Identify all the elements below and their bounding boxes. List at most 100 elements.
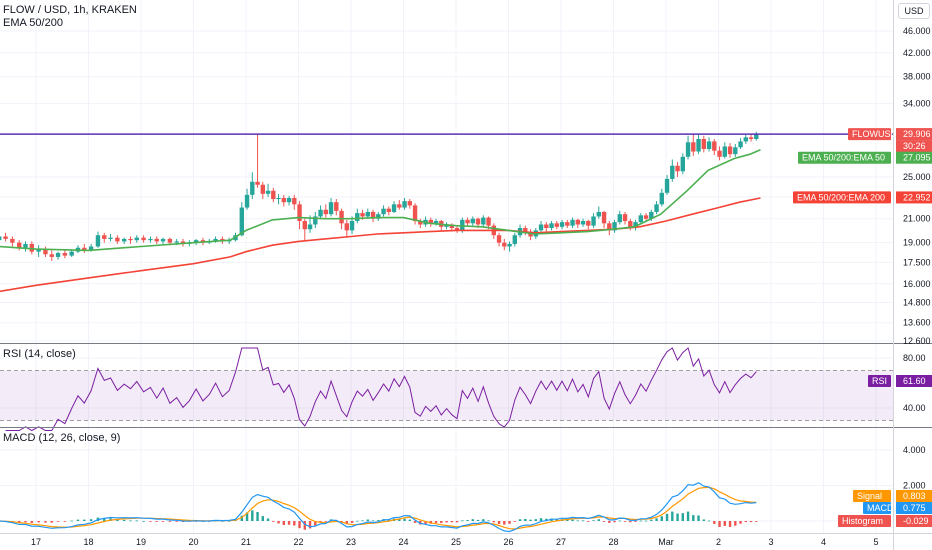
candle-body [265, 190, 271, 194]
rsi-tag: RSI 61.60 [868, 375, 932, 387]
price-axis[interactable]: 46.00042.00038.00034.00025.00023.00021.0… [903, 26, 931, 346]
candle-body [733, 147, 738, 155]
histogram-tag-label-bg [838, 515, 891, 527]
candle-body [418, 221, 423, 225]
macd-tick-label: 2.000 [903, 481, 926, 491]
histogram-bar [482, 519, 485, 521]
histogram-bar [135, 520, 138, 522]
time-tick-label: 4 [821, 537, 826, 547]
histogram-bar [455, 521, 459, 523]
time-tick-label: 20 [188, 537, 198, 547]
ema50-tag-value: 27.095 [903, 153, 931, 163]
candle-body [128, 238, 133, 241]
macd-axis: 4.000 2.000 [903, 445, 926, 491]
candle-body [596, 211, 601, 217]
signal-tag-value: 0.803 [903, 491, 926, 501]
symbol-title[interactable]: FLOW / USD, 1h, KRAKEN [3, 4, 137, 16]
histogram-bar [50, 521, 53, 523]
flowusd-tag-countdown: 30:26 [903, 141, 926, 151]
histogram-bar [123, 519, 126, 521]
candle-body [670, 165, 675, 179]
histogram-bar [424, 521, 427, 524]
candle-body [23, 243, 28, 248]
candle-body [29, 243, 34, 252]
histogram-bar [398, 519, 401, 521]
candle-body [328, 202, 334, 215]
histogram-bar [697, 515, 700, 521]
price-tick-label: 19.000 [903, 238, 931, 248]
histogram-bar [639, 520, 642, 522]
currency-button[interactable]: USD [898, 3, 930, 19]
histogram-bar [524, 518, 527, 521]
candle-body [349, 221, 355, 231]
candle-body [386, 208, 391, 212]
histogram-bar [129, 520, 132, 522]
candle-body [313, 216, 318, 225]
candle-body [691, 142, 696, 152]
histogram-bar [513, 521, 516, 522]
candle-body [370, 211, 376, 219]
candle-body [95, 235, 101, 247]
rsi-axis: 80.00 40.00 [903, 353, 926, 413]
histogram-bar [70, 520, 73, 522]
candle-body [559, 222, 565, 227]
histogram-bar [403, 518, 406, 521]
candle-body [523, 228, 528, 232]
candle-body [717, 150, 722, 157]
rsi-tag-value-bg [896, 375, 932, 387]
candle-body [55, 252, 61, 257]
histogram-bar [408, 519, 411, 521]
ema50-tag-value-bg [896, 151, 932, 164]
grid [0, 0, 893, 533]
candle-body [465, 219, 470, 224]
candle-body [318, 209, 323, 217]
histogram-bar [83, 519, 86, 521]
signal-tag-label: Signal [857, 491, 882, 501]
candle-body [391, 204, 397, 212]
macd-legend[interactable]: MACD (12, 26, close, 9) [3, 432, 121, 444]
histogram-bar [487, 520, 490, 522]
candle-body [239, 207, 244, 236]
price-tick-label: 12.600 [903, 336, 931, 346]
candle-body [754, 134, 759, 139]
histogram-bar [76, 519, 80, 521]
histogram-bar [308, 521, 312, 529]
histogram-bar [644, 520, 648, 522]
candle-body [591, 216, 596, 226]
flowusd-tag-value: 29.906 [903, 129, 931, 139]
candle-body [260, 184, 265, 194]
candle-body [748, 137, 754, 139]
candle-body [580, 221, 586, 225]
candle-body [365, 211, 370, 217]
time-tick-label: 28 [608, 537, 618, 547]
time-tick-label: 27 [556, 537, 566, 547]
histogram-bar [266, 518, 270, 521]
histogram-bar [587, 521, 590, 522]
candle-body [544, 224, 549, 229]
histogram-bar [445, 521, 448, 523]
candle-body [727, 146, 733, 155]
histogram-bar [529, 519, 532, 521]
histogram-bar [155, 521, 158, 522]
histogram-bar [175, 521, 178, 522]
histogram-bar [566, 519, 569, 521]
time-axis[interactable]: 17 18 19 20 21 22 23 24 25 26 27 28 Mar 2 3 4 5 [31, 537, 879, 547]
rsi-legend[interactable]: RSI (14, close) [3, 348, 76, 360]
histogram-bar [149, 521, 152, 522]
rsi-line [5, 347, 757, 432]
candle-body [344, 223, 349, 231]
ema-legend[interactable]: EMA 50/200 [3, 17, 63, 29]
histogram-bar [142, 520, 145, 522]
price-tick-label: 38.000 [903, 72, 931, 82]
histogram-bar [240, 515, 243, 521]
macd-tag-value-bg [896, 502, 932, 514]
histogram-bar [24, 521, 27, 523]
time-tick-label: 22 [293, 537, 303, 547]
histogram-bar [277, 521, 280, 524]
candle-body [36, 249, 41, 252]
flowusd-tag-label: FLOWUSD [852, 129, 898, 139]
rsi-tag-label: RSI [872, 376, 887, 386]
histogram-bar [251, 510, 254, 521]
price-tags: FLOWUSD 29.906 30:26 EMA 50/200:EMA 50 27.09… [793, 128, 932, 527]
